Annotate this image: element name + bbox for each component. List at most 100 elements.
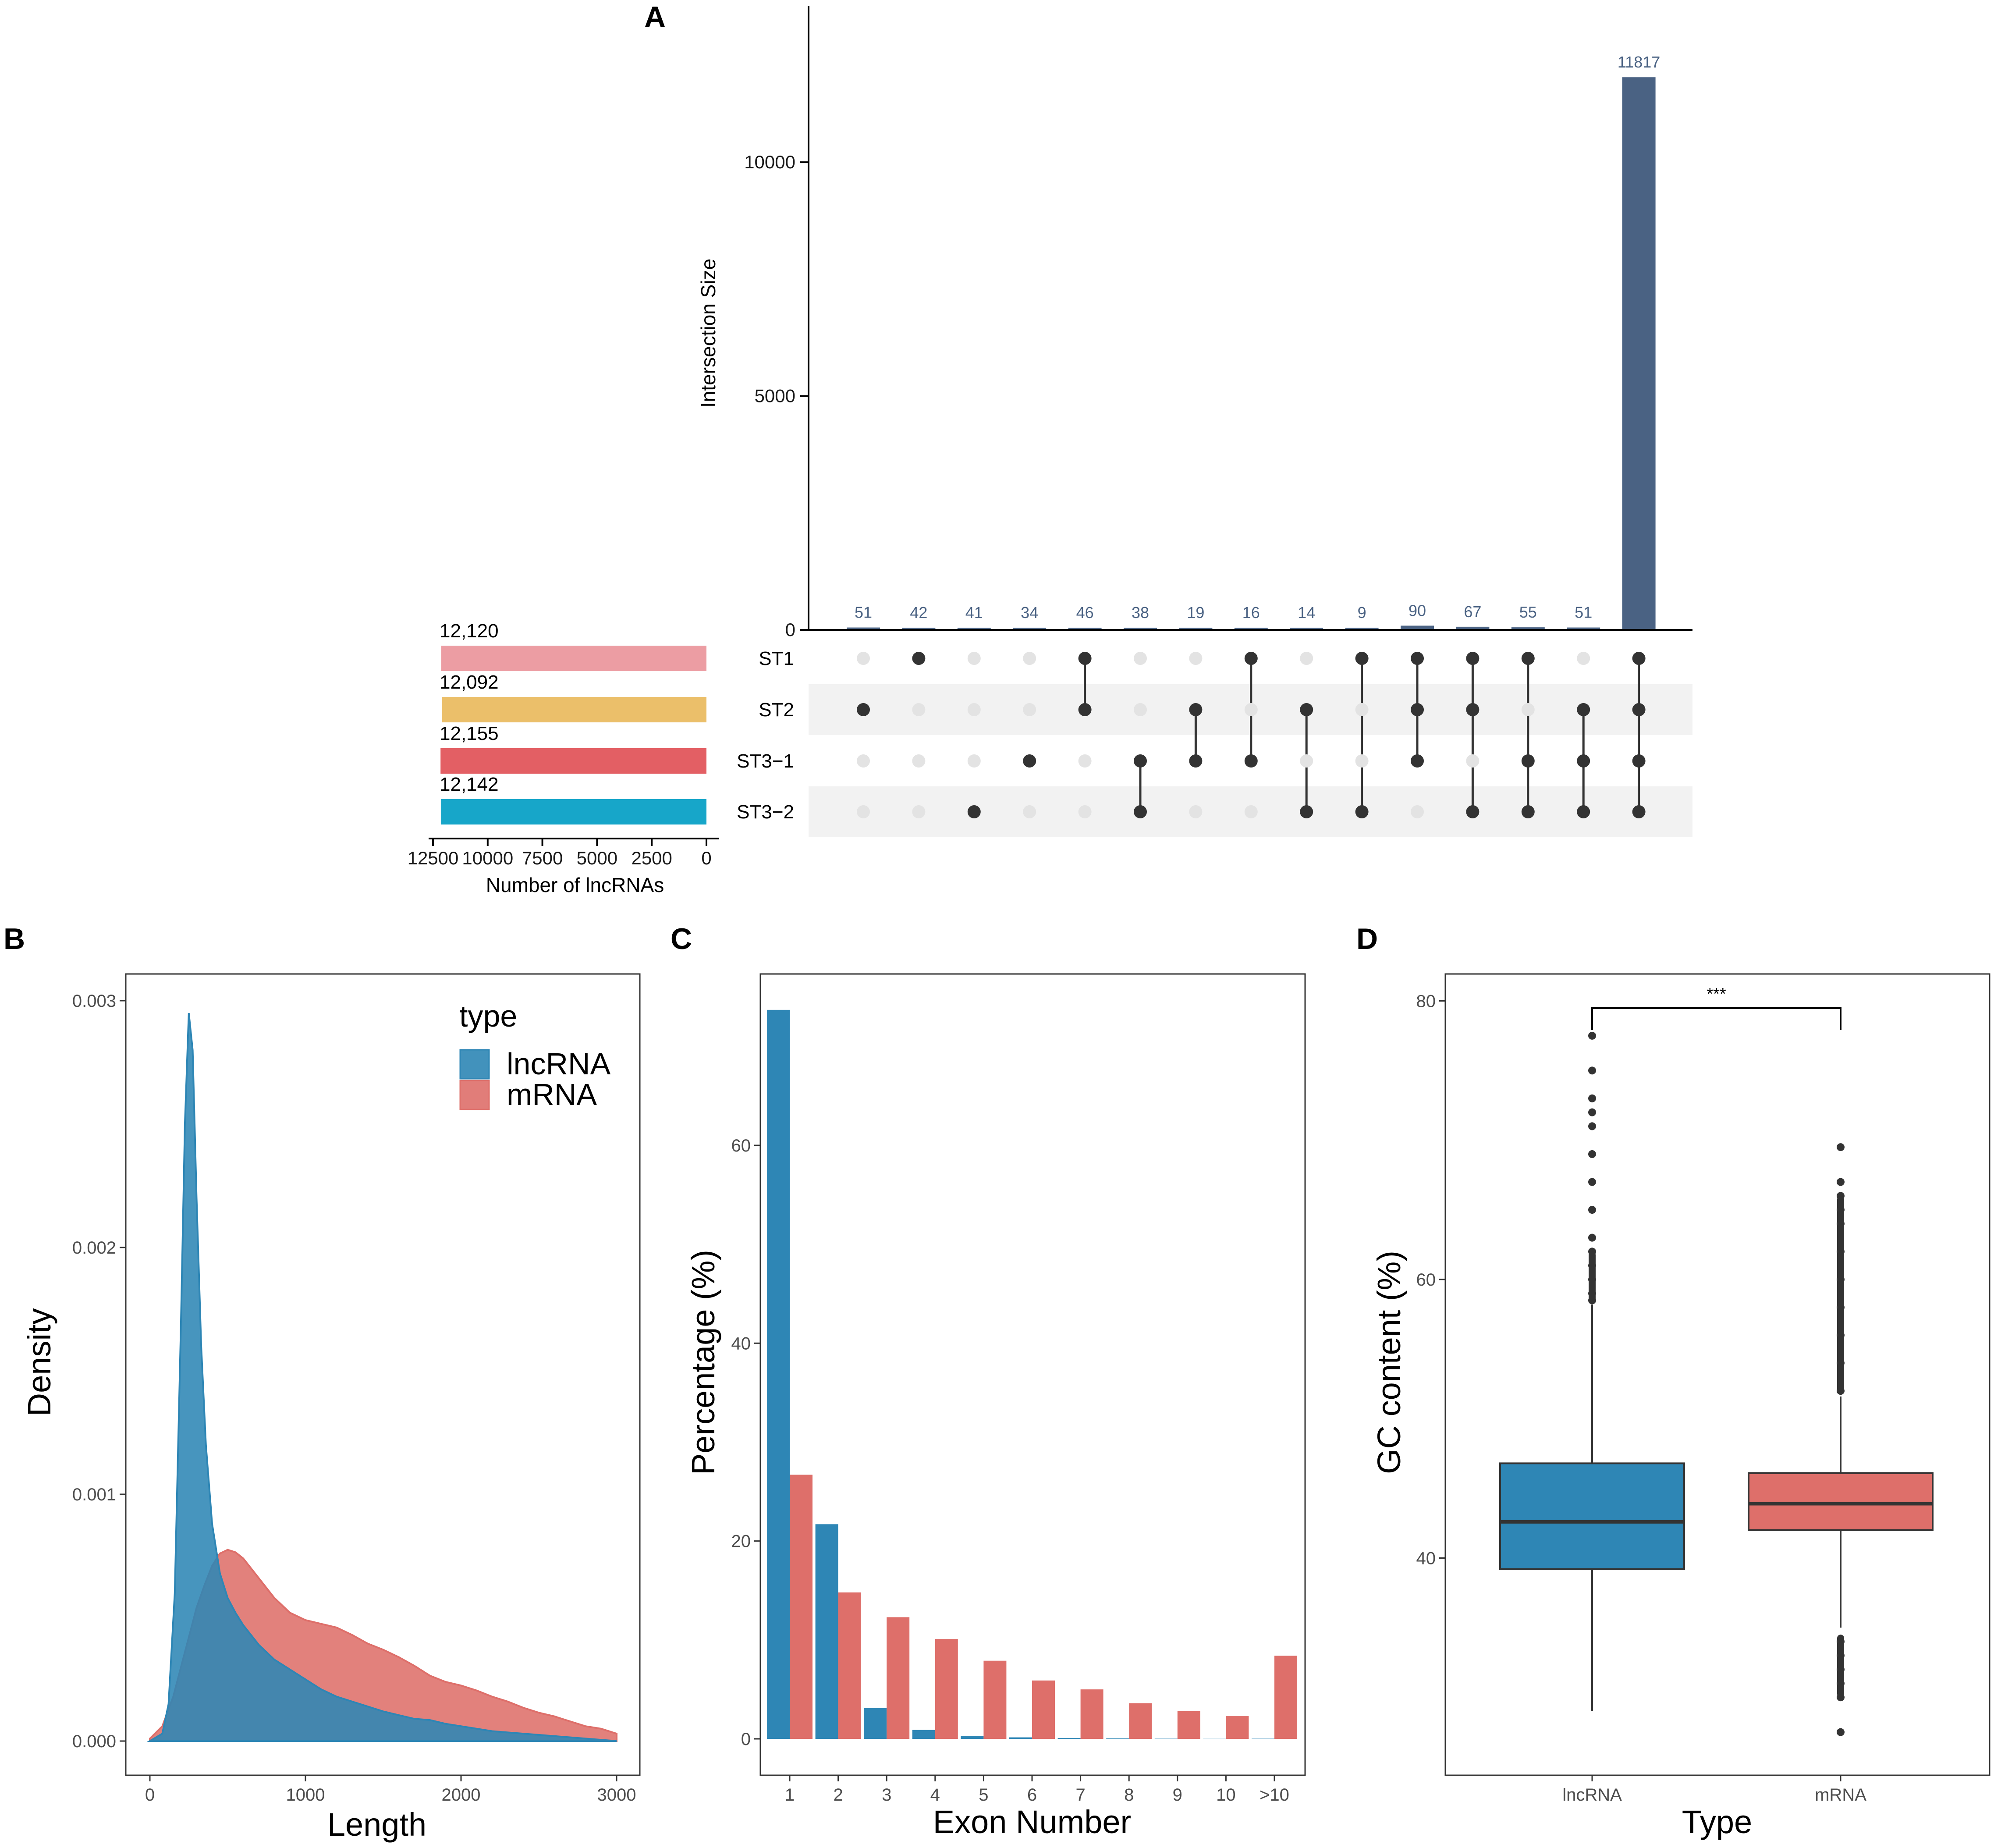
matrix-dot-filled	[1632, 754, 1646, 768]
matrix-dot-empty	[1134, 652, 1147, 665]
set-size-tick-label: 0	[701, 848, 711, 868]
intersection-bar	[902, 628, 936, 630]
set-label: ST3−2	[737, 801, 794, 823]
y-tick-label: 0.003	[72, 992, 116, 1011]
x-tick-label: 1000	[286, 1785, 325, 1805]
bar-mRNA	[790, 1475, 813, 1739]
set-size-tick-label: 2500	[631, 848, 672, 868]
legend-label: mRNA	[507, 1077, 597, 1112]
bar-mRNA	[1274, 1656, 1297, 1739]
x-tick-label: 7	[1075, 1785, 1085, 1805]
outlier-point	[1588, 1031, 1596, 1040]
set-size-tick-label: 7500	[522, 848, 563, 868]
bar-value-label: 51	[855, 604, 872, 622]
panel-label-b: B	[4, 922, 25, 956]
outlier-point	[1588, 1233, 1596, 1242]
outlier-point	[1588, 1094, 1596, 1102]
intersection-bar	[1179, 628, 1213, 630]
upset-plot: 51 42 41 34 46 38 19 16 14 9 90 67 55 51 11817 ST1 ST2 S…	[408, 6, 1692, 896]
y-tick-label: 40	[1416, 1549, 1436, 1568]
bar-lncRNA	[767, 1009, 790, 1739]
bar-value-label: 9	[1358, 604, 1366, 622]
set-size-label: 12,155	[440, 723, 499, 744]
intersection-bar	[847, 627, 880, 630]
outlier-band	[1837, 1196, 1844, 1394]
bar-value-label: 90	[1409, 601, 1426, 619]
bar-mRNA	[1032, 1680, 1055, 1739]
matrix-dot-empty	[1355, 703, 1369, 716]
matrix-dot-filled	[1300, 703, 1313, 716]
bar-value-label: 67	[1464, 603, 1481, 621]
matrix-dot-empty	[912, 805, 926, 818]
outlier-point	[1588, 1178, 1596, 1186]
set-size-tick-label: 12500	[408, 848, 459, 868]
x-tick-label: 1	[785, 1785, 795, 1805]
set-label: ST3−1	[737, 750, 794, 772]
y-axis-title: GC content (%)	[1371, 1251, 1407, 1474]
outlier-point	[1837, 1728, 1845, 1736]
matrix-dot-filled	[1632, 703, 1646, 716]
bar-lncRNA	[864, 1708, 887, 1739]
gc-boxplot: lncRNA mRNA *** 40 60 80 Type GC content (%)	[1371, 973, 1990, 1840]
matrix-dot-empty	[1134, 703, 1147, 716]
legend-label: lncRNA	[507, 1047, 611, 1081]
set-size-label: 12,142	[440, 774, 499, 795]
set-label: ST2	[759, 699, 794, 721]
matrix-dot-empty	[1023, 805, 1036, 818]
outlier-band	[1837, 1635, 1844, 1698]
matrix-dot-filled	[1244, 652, 1258, 665]
matrix-dot-filled	[1632, 652, 1646, 665]
matrix-dot-filled	[1411, 652, 1424, 665]
bar-value-label: 46	[1076, 604, 1094, 622]
y-axis-title: Percentage (%)	[685, 1250, 721, 1475]
bar-value-label: 11817	[1618, 53, 1660, 71]
x-tick-label: 4	[930, 1785, 940, 1805]
matrix-dot-empty	[1300, 754, 1313, 768]
panel-label-c: C	[671, 922, 692, 956]
density-plot: 0.000 0.001 0.002 0.003 0 1000 2000 3000 Length D…	[21, 973, 641, 1843]
bar-value-label: 42	[910, 604, 927, 622]
bar-mRNA	[983, 1660, 1007, 1739]
y-tick-label: 0.001	[72, 1485, 116, 1504]
matrix-dot-empty	[1189, 805, 1203, 818]
x-axis-title: Length	[327, 1806, 426, 1843]
outlier-point	[1837, 1143, 1845, 1151]
x-tick-label: 8	[1124, 1785, 1134, 1805]
matrix-dot-filled	[1577, 754, 1590, 768]
matrix-dot-filled	[1355, 652, 1369, 665]
outlier-band	[1589, 1251, 1596, 1303]
intersection-bar	[1290, 628, 1323, 630]
legend-title: type	[459, 999, 517, 1033]
matrix-dot-empty	[1244, 703, 1258, 716]
bar-lncRNA	[1009, 1737, 1032, 1739]
set-size-tick-label: 5000	[577, 848, 617, 868]
density-area-lncRNA	[146, 1013, 617, 1742]
matrix-dot-empty	[1577, 652, 1590, 665]
x-tick-label: 10	[1216, 1785, 1236, 1805]
matrix-dot-filled	[1189, 703, 1203, 716]
set-size-axis-title: Number of lncRNAs	[486, 874, 664, 896]
matrix-dot-filled	[1078, 652, 1092, 665]
matrix-dot-empty	[857, 652, 870, 665]
set-size-tick-label: 10000	[462, 848, 513, 868]
y-axis-title: Intersection Size	[697, 259, 720, 408]
box-mRNA	[1748, 1472, 1934, 1531]
y-tick-label: 0	[741, 1730, 751, 1749]
x-tick-label: 5	[979, 1785, 988, 1805]
x-tick-label: 2	[833, 1785, 843, 1805]
intersection-bar	[1567, 627, 1600, 630]
y-tick-label: 80	[1416, 992, 1436, 1011]
bar-mRNA	[935, 1639, 958, 1739]
matrix-dot-filled	[1244, 754, 1258, 768]
y-tick-label: 0.000	[72, 1732, 116, 1751]
matrix-dot-empty	[967, 703, 981, 716]
set-size-bar	[442, 697, 706, 722]
set-size-bar	[441, 646, 706, 671]
matrix-dot-filled	[1632, 805, 1646, 818]
intersection-bar	[1068, 628, 1102, 630]
y-tick-label: 0.002	[72, 1238, 116, 1258]
outlier-point	[1837, 1178, 1845, 1186]
matrix-dot-filled	[967, 805, 981, 818]
outlier-point	[1588, 1150, 1596, 1158]
bar-mRNA	[887, 1617, 910, 1739]
